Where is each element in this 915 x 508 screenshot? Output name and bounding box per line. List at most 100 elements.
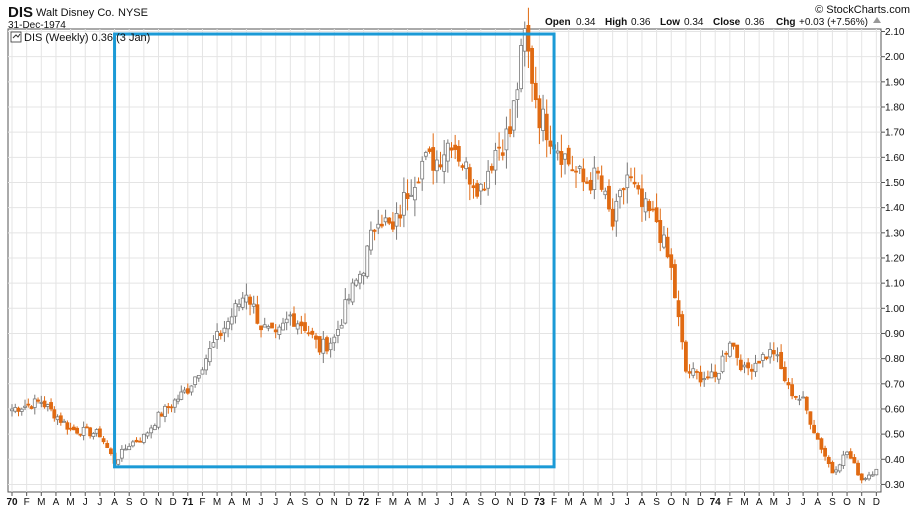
candle-up	[614, 200, 619, 222]
x-tick-label: F	[24, 497, 30, 508]
x-tick-label: A	[580, 497, 587, 508]
candle-down	[647, 201, 652, 212]
x-tick-label: J	[83, 497, 88, 508]
candle-down	[456, 146, 461, 162]
candle-down	[84, 426, 89, 429]
candle-up	[32, 398, 37, 408]
candle-up	[768, 349, 773, 358]
candle-up	[193, 376, 198, 385]
candle-up	[409, 194, 414, 197]
x-tick-label: J	[801, 497, 806, 508]
candle-up	[182, 389, 187, 393]
candle-down	[684, 341, 688, 372]
y-tick-label: 0.90	[885, 329, 905, 340]
candle-down	[310, 330, 315, 335]
candle-down	[808, 411, 813, 425]
x-tick-label: 73	[534, 497, 546, 508]
candle-down	[566, 147, 571, 165]
candle-up	[321, 338, 326, 354]
candle-down	[88, 427, 93, 437]
x-tick-label: S	[829, 497, 836, 508]
candle-up	[493, 150, 498, 171]
candle-down	[71, 426, 76, 431]
x-tick-label: S	[302, 497, 309, 508]
exchange-name: NYSE	[118, 7, 148, 19]
candle-up	[369, 229, 373, 251]
y-tick-label: 1.00	[885, 304, 905, 315]
candle-down	[852, 457, 857, 464]
candle-down	[52, 409, 57, 419]
candle-down	[621, 188, 626, 191]
candle-down	[610, 208, 615, 227]
x-tick-label: S	[126, 497, 133, 508]
candle-down	[859, 473, 864, 481]
candle-down	[640, 188, 644, 207]
candle-up	[412, 187, 417, 201]
candle-down	[159, 413, 164, 417]
candle-up	[702, 378, 707, 381]
x-tick-label: S	[653, 497, 660, 508]
candle-down	[42, 400, 47, 408]
candle-up	[709, 371, 714, 379]
y-tick-label: 0.50	[885, 430, 905, 441]
candle-down	[713, 371, 718, 378]
candle-up	[10, 408, 14, 412]
x-tick-label: F	[551, 497, 557, 508]
x-tick-label: O	[492, 497, 500, 508]
candle-up	[445, 142, 450, 162]
candle-down	[687, 371, 692, 374]
x-tick-label: A	[111, 497, 118, 508]
y-tick-label: 1.70	[885, 128, 905, 139]
candle-up	[486, 170, 491, 189]
y-tick-label: 1.90	[885, 77, 905, 88]
candle-up	[123, 448, 128, 451]
candle-up	[434, 159, 439, 172]
candle-up	[511, 100, 516, 131]
candle-up	[295, 323, 300, 330]
candle-up	[222, 327, 227, 334]
y-tick-label: 1.50	[885, 178, 905, 189]
x-tick-label: A	[53, 497, 60, 508]
low-label: Low	[660, 17, 680, 28]
x-tick-label: A	[463, 497, 470, 508]
candle-up	[233, 303, 238, 317]
candle-down	[804, 396, 809, 411]
x-tick-label: J	[97, 497, 102, 508]
candle-up	[336, 328, 340, 336]
candle-down	[585, 181, 589, 184]
x-tick-label: D	[521, 497, 528, 508]
candle-up	[643, 198, 648, 213]
candle-down	[78, 433, 83, 436]
candle-down	[815, 433, 820, 440]
candle-down	[108, 448, 113, 455]
candle-down	[314, 335, 318, 340]
candle-up	[365, 245, 370, 277]
candle-down	[166, 406, 171, 408]
candle-down	[819, 438, 824, 450]
candle-down	[526, 25, 531, 52]
candle-up	[281, 322, 285, 331]
y-tick-label: 1.30	[885, 228, 905, 239]
candle-up	[753, 362, 758, 373]
x-tick-label: A	[814, 497, 821, 508]
candle-down	[292, 313, 296, 327]
candle-up	[361, 272, 366, 277]
candle-down	[548, 140, 553, 147]
candle-down	[680, 314, 685, 343]
x-tick-label: N	[506, 497, 513, 508]
x-tick-label: F	[727, 497, 733, 508]
candle-down	[632, 181, 637, 185]
candle-up	[141, 433, 146, 443]
candle-down	[746, 362, 751, 369]
x-tick-label: A	[228, 497, 235, 508]
y-tick-label: 0.60	[885, 404, 905, 415]
candle-down	[390, 221, 395, 230]
collapse-triangle-icon[interactable]	[873, 17, 881, 23]
candle-up	[350, 282, 355, 303]
y-tick-label: 1.40	[885, 203, 905, 214]
candle-up	[720, 355, 725, 373]
candle-down	[782, 366, 787, 382]
candle-up	[834, 469, 838, 473]
candle-up	[332, 336, 337, 344]
candle-down	[489, 165, 494, 171]
